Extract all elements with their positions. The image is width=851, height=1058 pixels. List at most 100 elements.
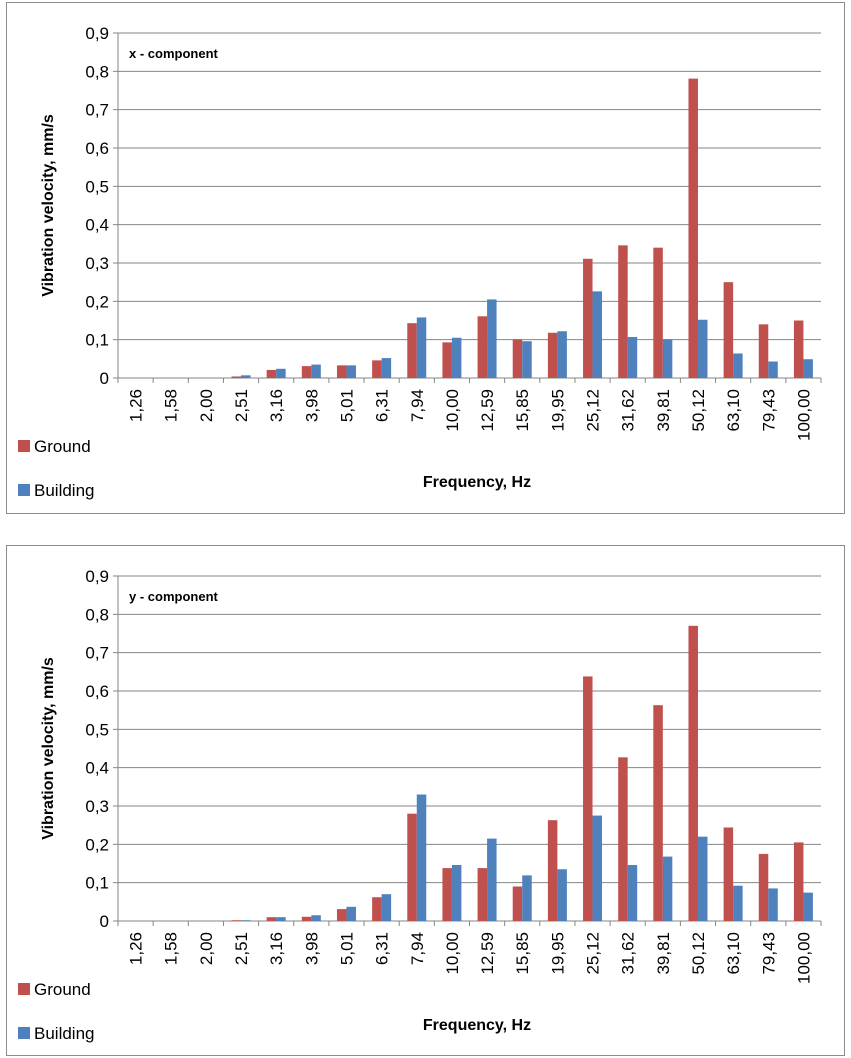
x-tick-label: 3,16 [267,389,286,422]
y-tick-label: 0,4 [85,216,109,235]
bar-ground [583,676,593,921]
x-tick-label: 6,31 [373,932,392,965]
x-tick-label: 2,00 [197,389,216,422]
legend-label-building: Building [34,1024,95,1043]
bar-building [592,291,603,378]
x-tick-label: 3,98 [302,389,321,422]
chart-panel-y-component: 0 0,1 0,2 0,3 0,4 0,5 0,6 0,7 0,8 0,9 1,26 1,58 2,00… [6,545,845,1056]
y-tick-label: 0,1 [85,331,109,350]
bar-building [662,856,673,921]
x-tick-label: 5,01 [337,389,356,422]
bar-building [733,885,743,921]
x-tick-label: 15,85 [513,932,532,975]
bar-ground [372,360,382,378]
y-tick-label: 0,6 [85,139,109,158]
y-tick-label: 0,5 [85,177,109,196]
bar-building [451,865,462,921]
bar-ground [407,323,417,378]
x-tick-label: 63,10 [724,932,743,975]
y-tick-label: 0,1 [85,874,109,893]
x-tick-label: 31,62 [619,389,638,432]
bar-ground [266,369,277,378]
bar-ground [547,820,558,921]
bar-building [697,836,708,921]
bar-building [557,331,567,378]
x-tick-label: 2,51 [232,932,251,965]
bar-building [522,341,532,378]
x-tick-label: 25,12 [584,932,603,975]
x-tick-label: 63,10 [724,389,743,432]
bar-ground [231,376,242,378]
bar-building [311,364,321,378]
x-tick-label: 100,00 [794,389,813,441]
bar-building [241,375,251,378]
y-axis-title: Vibration velocity, mm/s [40,657,57,840]
x-tick-label: 39,81 [654,389,673,432]
bar-building [346,906,356,921]
bar-building [311,915,321,921]
bar-building [697,319,708,378]
bar-building [592,815,603,921]
bar-ground [266,917,277,921]
x-tick-label: 15,85 [513,389,532,432]
x-axis-title: Frequency, Hz [423,1017,531,1034]
bar-ground [477,868,488,921]
x-tick-label: 39,81 [654,932,673,975]
bar-building [346,365,356,378]
bar-ground [512,339,523,378]
bar-building [276,917,286,921]
y-tick-label: 0,8 [85,605,109,624]
y-tick-label: 0,2 [85,292,109,311]
bar-building [803,892,813,921]
y-tick-label: 0 [100,912,109,931]
bar-building [557,869,567,921]
chart-svg: 0 0,1 0,2 0,3 0,4 0,5 0,6 0,7 0,8 0,9 1,26 1,58 2,00… [18,24,822,500]
bar-ground [793,320,804,378]
bar-building [627,865,638,921]
bar-ground [618,245,628,378]
bar-ground [301,916,312,921]
bar-building [381,358,392,378]
x-tick-label: 10,00 [443,932,462,975]
legend-swatch-building [18,484,30,496]
component-label: x - component [129,46,219,61]
x-tick-label: 50,12 [689,389,708,432]
x-tick-label: 12,59 [478,932,497,975]
y-tick-label: 0,9 [85,24,109,43]
bar-ground [723,827,734,921]
bar-building [451,337,462,378]
y-tick-label: 0,7 [85,644,109,663]
bar-ground [688,78,698,378]
legend-swatch-building [18,1027,30,1039]
chart-svg: 0 0,1 0,2 0,3 0,4 0,5 0,6 0,7 0,8 0,9 1,26 1,58 2,00… [18,567,822,1043]
bar-building [803,359,813,378]
bar-ground [758,853,769,921]
y-tick-label: 0,9 [85,567,109,586]
legend-label-ground: Ground [34,437,91,456]
x-tick-label: 1,26 [127,932,146,965]
y-tick-label: 0 [100,369,109,388]
x-tick-label: 7,94 [408,389,427,422]
bar-ground [618,757,628,921]
bar-building [276,368,286,378]
x-tick-label: 1,58 [162,932,181,965]
bar-ground [653,247,663,378]
component-label: y - component [129,589,219,604]
bar-ground [547,332,558,378]
x-tick-label: 2,00 [197,932,216,965]
bar-ground [653,705,663,921]
x-tick-label: 31,62 [619,932,638,975]
x-tick-label: 12,59 [478,389,497,432]
bar-ground [583,258,593,378]
legend-label-ground: Ground [34,980,91,999]
bar-building [662,339,673,378]
bar-building [768,888,778,921]
x-tick-label: 79,43 [759,932,778,975]
bar-ground [442,342,452,378]
chart-panel-x-component: 0 0,1 0,2 0,3 0,4 0,5 0,6 0,7 0,8 0,9 1,26 1,58 2,00… [6,2,845,514]
bar-ground [688,625,698,921]
y-tick-label: 0,2 [85,835,109,854]
bar-ground [723,282,734,378]
bar-ground [301,366,312,378]
x-tick-label: 2,51 [232,389,251,422]
